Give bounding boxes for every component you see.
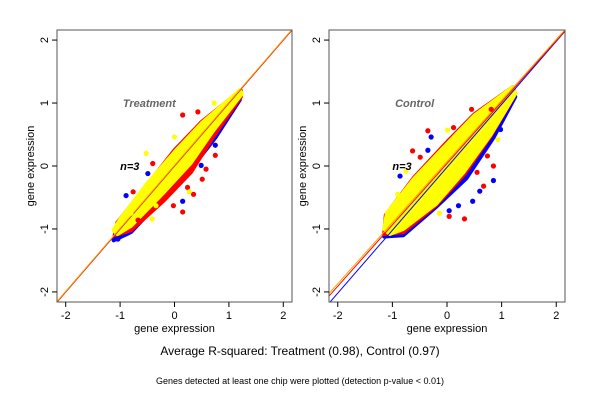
data-point xyxy=(444,127,451,133)
footnote: Genes detected at least one chip were pl… xyxy=(156,376,444,386)
data-point xyxy=(446,213,452,219)
data-point xyxy=(199,176,205,182)
y-axis-label: gene expression xyxy=(25,126,37,207)
data-point xyxy=(212,152,218,158)
y-tick-label: 0 xyxy=(311,163,323,169)
data-point xyxy=(190,191,197,197)
fit-line-2 xyxy=(57,30,292,302)
data-point xyxy=(477,188,483,194)
x-axis-label: gene expression xyxy=(134,323,215,335)
x-tick-label: -2 xyxy=(333,310,343,322)
y-tick-label: 0 xyxy=(39,163,51,169)
y-axis-label: gene expression xyxy=(297,126,309,207)
data-point xyxy=(417,154,423,160)
data-point xyxy=(490,177,497,184)
x-tick-label: -2 xyxy=(61,310,71,322)
y-tick-label: -2 xyxy=(39,287,51,297)
data-point xyxy=(495,136,501,143)
data-point xyxy=(450,124,457,131)
data-point xyxy=(180,198,186,204)
x-tick-label: 2 xyxy=(553,310,559,322)
data-point xyxy=(488,106,494,112)
panel-title: Control xyxy=(395,98,435,110)
data-point xyxy=(468,106,475,112)
data-point xyxy=(145,170,151,177)
y-tick-label: -2 xyxy=(311,287,323,297)
y-tick-label: -1 xyxy=(311,224,323,234)
control-plot: -2 -1 0 1 2 -2 -1 0 1 2 gene expression gene expres… xyxy=(297,29,566,335)
data-point xyxy=(186,189,192,195)
data-point xyxy=(474,169,480,175)
data-point xyxy=(135,217,141,223)
data-point xyxy=(425,128,431,134)
data-point xyxy=(470,198,476,204)
data-point xyxy=(203,166,209,172)
data-point xyxy=(198,162,204,168)
fit-line-1 xyxy=(329,30,565,297)
y-tick-label: -1 xyxy=(39,224,51,234)
data-point xyxy=(184,184,191,191)
x-tick-label: -1 xyxy=(387,310,397,322)
x-tick-label: 2 xyxy=(280,310,286,322)
data-point xyxy=(446,208,452,214)
y-tick-label: 1 xyxy=(311,100,323,106)
data-point xyxy=(171,134,178,140)
x-tick-label: -1 xyxy=(115,310,125,322)
y-tick-label: 2 xyxy=(311,37,323,43)
x-tick-label: 0 xyxy=(444,310,450,322)
data-point xyxy=(153,203,159,209)
data-point xyxy=(180,112,186,118)
fit-line-2 xyxy=(329,30,565,294)
data-point xyxy=(461,216,468,222)
data-point xyxy=(150,160,156,167)
data-point xyxy=(115,236,121,242)
x-tick-label: 1 xyxy=(499,310,505,322)
data-point xyxy=(180,209,186,215)
data-point xyxy=(455,203,462,209)
sample-size-label: n=3 xyxy=(120,161,139,173)
x-tick-label: 1 xyxy=(226,310,232,322)
sample-size-label: n=3 xyxy=(392,161,411,173)
plot-area xyxy=(57,30,292,302)
data-point xyxy=(123,192,129,199)
data-point xyxy=(484,153,491,159)
data-point xyxy=(395,191,401,197)
data-point xyxy=(425,147,431,153)
data-point xyxy=(128,210,134,216)
data-point xyxy=(409,148,416,154)
data-point xyxy=(149,216,155,222)
data-point xyxy=(403,168,409,174)
data-point xyxy=(170,203,177,209)
data-point xyxy=(397,173,403,179)
data-point xyxy=(497,126,504,133)
x-tick-label: 0 xyxy=(171,310,177,322)
data-point xyxy=(428,134,434,140)
fit-line-0 xyxy=(329,30,565,302)
data-point xyxy=(490,163,497,169)
data-point xyxy=(143,150,149,157)
data-point xyxy=(211,100,217,106)
y-tick-label: 2 xyxy=(39,37,51,43)
y-tick-label: 1 xyxy=(39,100,51,106)
data-point xyxy=(481,183,487,189)
data-point xyxy=(436,210,442,216)
treatment-plot: -2 -1 0 1 2 -2 -1 0 1 2 gene expression gene expres… xyxy=(25,29,293,335)
data-point xyxy=(212,142,218,148)
plot-area xyxy=(329,30,565,302)
panel-title: Treatment xyxy=(123,98,177,110)
data-point xyxy=(484,134,491,140)
data-point xyxy=(195,109,201,115)
data-point xyxy=(130,189,136,195)
caption: Average R-squared: Treatment (0.98), Con… xyxy=(160,344,439,358)
x-axis-label: gene expression xyxy=(407,323,488,335)
